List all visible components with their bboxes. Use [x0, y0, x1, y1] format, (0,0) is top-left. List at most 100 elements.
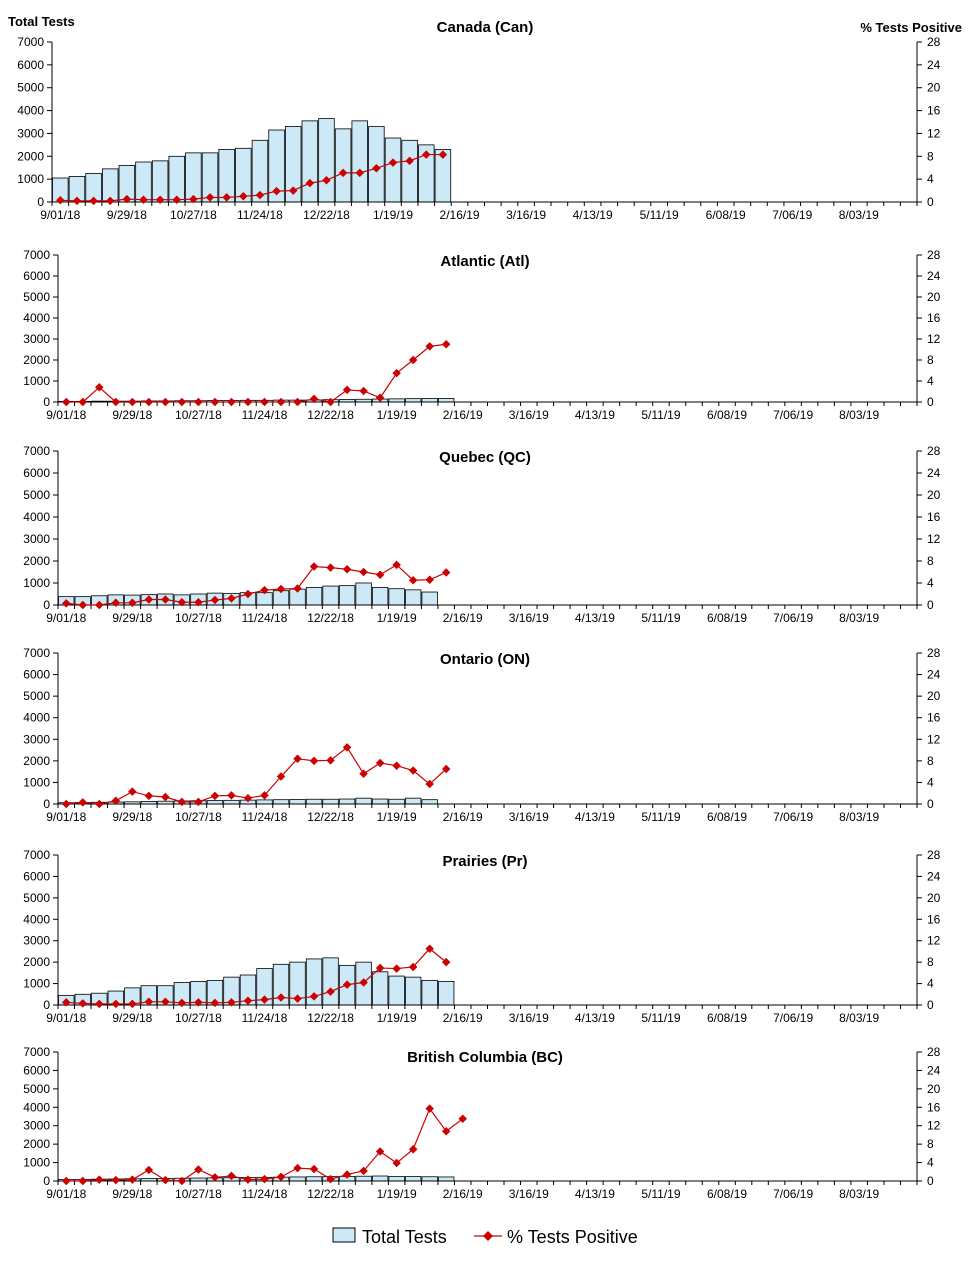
left-tick-label: 4000 — [23, 311, 50, 325]
bar — [438, 1176, 455, 1182]
pct-positive-line — [66, 343, 447, 403]
pct-positive-point — [375, 570, 385, 579]
x-tick-label: 11/24/18 — [237, 208, 283, 222]
pct-positive-point — [128, 1175, 137, 1184]
pct-positive-point — [78, 1176, 88, 1186]
bar — [338, 585, 356, 606]
x-tick-label: 7/06/19 — [773, 810, 813, 824]
panel-title: Quebec (QC) — [439, 449, 531, 466]
pct-positive-point — [392, 761, 401, 770]
pct-positive-point — [62, 1176, 71, 1186]
x-tick-label: 7/06/19 — [772, 208, 812, 222]
right-tick-label: 20 — [927, 689, 941, 703]
pct-positive-point — [260, 397, 269, 407]
left-tick-label: 7000 — [23, 444, 50, 458]
pct-positive-point — [293, 994, 302, 1003]
right-tick-label: 16 — [927, 104, 941, 118]
right-tick-label: 12 — [927, 332, 941, 346]
pct-positive-point — [408, 1144, 418, 1154]
bar — [438, 398, 455, 403]
pct-positive-point — [276, 993, 286, 1002]
pct-positive-point — [441, 1126, 451, 1136]
pct-positive-point — [155, 195, 165, 204]
bar — [305, 587, 323, 606]
pct-positive-point — [272, 186, 281, 196]
left-tick-label: 2000 — [23, 955, 50, 969]
pct-positive-point — [95, 1175, 104, 1184]
pct-positive-point — [425, 944, 434, 953]
pct-positive-point — [388, 158, 398, 167]
pct-positive-point — [293, 397, 302, 407]
right-tick-label: 4 — [927, 374, 934, 388]
bar — [338, 798, 356, 805]
pct-positive-point — [227, 397, 236, 407]
right-tick-label: 8 — [927, 754, 934, 768]
pct-positive-point — [172, 195, 182, 204]
pct-positive-point — [326, 756, 335, 765]
x-tick-label: 5/11/19 — [641, 1011, 680, 1025]
right-tick-label: 16 — [927, 1100, 941, 1114]
pct-positive-point — [342, 565, 352, 574]
bar — [289, 1176, 306, 1182]
left-tick-label: 5000 — [23, 488, 50, 502]
pct-positive-point — [309, 562, 319, 571]
pct-positive-point — [89, 196, 98, 206]
x-tick-label: 2/16/19 — [443, 1011, 483, 1025]
pct-positive-point — [322, 176, 331, 185]
panel-6: British Columbia (BC) 0 1000 2000 3000 4000 50… — [23, 1045, 940, 1201]
pct-positive-point — [425, 342, 434, 351]
pct-positive-point — [95, 383, 104, 392]
x-tick-label: 3/16/19 — [509, 1187, 549, 1201]
x-tick-label: 12/22/18 — [307, 611, 354, 625]
right-tick-label: 0 — [927, 1174, 934, 1188]
pct-positive-point — [408, 576, 418, 585]
left-tick-label: 2000 — [23, 353, 50, 367]
pct-positive-point — [72, 196, 82, 206]
pct-positive-point — [128, 397, 137, 407]
pct-positive-point — [359, 567, 368, 577]
bar — [404, 398, 422, 403]
x-tick-label: 7/06/19 — [773, 1011, 813, 1025]
pct-positive-point — [222, 193, 231, 202]
pct-positive-point — [372, 164, 381, 173]
left-tick-label: 1000 — [23, 1156, 50, 1170]
pct-positive-point — [293, 754, 302, 763]
right-tick-label: 12 — [927, 732, 941, 746]
pct-positive-point — [342, 980, 352, 989]
bar — [421, 1176, 438, 1182]
pct-positive-point — [338, 168, 348, 178]
x-tick-label: 4/13/19 — [573, 208, 613, 222]
pct-positive-point — [122, 194, 132, 204]
left-tick-label: 5000 — [17, 81, 44, 95]
x-tick-label: 11/24/18 — [242, 1011, 288, 1025]
pct-positive-point — [309, 756, 319, 766]
legend-bar-swatch — [332, 1227, 356, 1243]
pct-positive-point — [144, 397, 154, 407]
x-tick-label: 3/16/19 — [509, 1011, 549, 1025]
x-tick-label: 9/01/18 — [46, 611, 86, 625]
x-tick-label: 4/13/19 — [575, 611, 615, 625]
pct-positive-point — [408, 962, 418, 972]
pct-positive-point — [260, 995, 269, 1004]
left-tick-label: 4000 — [17, 104, 44, 118]
bar — [355, 797, 372, 805]
right-tick-label: 20 — [927, 1082, 941, 1096]
pct-positive-point — [309, 992, 319, 1001]
right-tick-label: 12 — [927, 126, 941, 140]
right-tick-label: 20 — [927, 488, 941, 502]
x-tick-label: 10/27/18 — [175, 1011, 222, 1025]
pct-positive-point — [243, 397, 253, 407]
right-tick-label: 12 — [927, 934, 941, 948]
pct-positive-point — [194, 397, 203, 407]
pct-positive-point — [326, 397, 335, 407]
x-tick-label: 3/16/19 — [509, 810, 549, 824]
left-tick-label: 4000 — [23, 1100, 50, 1114]
x-tick-label: 12/22/18 — [307, 408, 354, 422]
right-tick-label: 0 — [927, 797, 934, 811]
right-tick-label: 4 — [927, 977, 934, 991]
pct-positive-point — [392, 368, 401, 378]
left-tick-label: 1000 — [17, 172, 44, 186]
x-tick-label: 9/29/18 — [112, 611, 152, 625]
pct-positive-point — [425, 779, 434, 789]
